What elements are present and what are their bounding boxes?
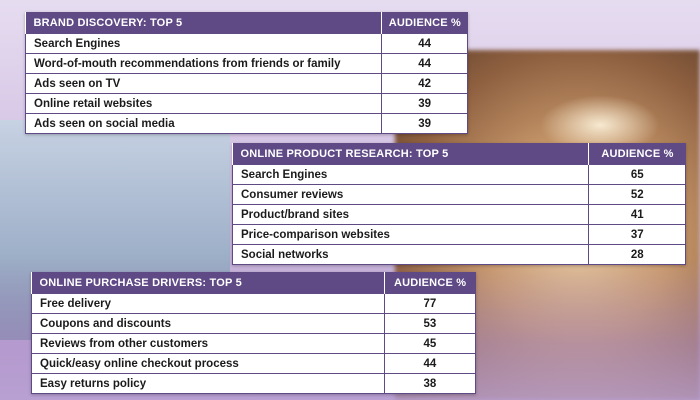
row-value: 39 [381,93,468,114]
row-value: 44 [384,353,477,374]
table-row: Search Engines 44 [24,34,468,54]
table-row: Ads seen on TV 42 [24,73,468,94]
row-label: Reviews from other customers [31,333,385,354]
table-row: Social networks 28 [231,244,686,265]
row-value: 52 [588,184,686,205]
column-header-audience: AUDIENCE % [588,143,686,165]
row-label: Coupons and discounts [31,313,385,334]
row-value: 39 [381,113,468,134]
row-value: 38 [384,373,477,394]
column-header-audience: AUDIENCE % [381,12,468,34]
online-product-research-table: ONLINE PRODUCT RESEARCH: TOP 5 AUDIENCE … [231,143,686,265]
row-label: Product/brand sites [231,204,590,225]
row-label: Search Engines [24,34,383,54]
row-value: 41 [588,204,686,225]
table-row: Ads seen on social media 39 [24,113,468,134]
row-value: 44 [381,53,468,74]
row-label: Word-of-mouth recommendations from frien… [24,53,383,74]
online-purchase-drivers-table: ONLINE PURCHASE DRIVERS: TOP 5 AUDIENCE … [31,272,477,394]
row-value: 28 [588,244,686,265]
row-label: Search Engines [231,165,590,185]
table-row: Quick/easy online checkout process 44 [31,353,477,374]
row-value: 42 [381,73,468,94]
row-label: Easy returns policy [31,373,385,394]
table-row: Search Engines 65 [231,165,686,185]
table-row: Product/brand sites 41 [231,204,686,225]
row-value: 37 [588,224,686,245]
table-row: Easy returns policy 38 [31,373,477,394]
row-label: Ads seen on TV [24,73,383,94]
table-title: BRAND DISCOVERY: TOP 5 [33,17,183,29]
brand-discovery-table: BRAND DISCOVERY: TOP 5 AUDIENCE % Search… [24,12,468,134]
row-label: Ads seen on social media [24,113,383,134]
table-title: ONLINE PURCHASE DRIVERS: TOP 5 [39,277,242,289]
row-value: 44 [381,34,468,54]
table-row: Free delivery 77 [31,294,477,314]
table-row: Word-of-mouth recommendations from frien… [24,53,468,74]
table-row: Consumer reviews 52 [231,184,686,205]
row-label: Free delivery [31,294,385,314]
column-header-audience: AUDIENCE % [383,272,476,294]
row-label: Online retail websites [24,93,383,114]
table-title: ONLINE PRODUCT RESEARCH: TOP 5 [240,148,449,160]
row-value: 53 [384,313,477,334]
table-row: Coupons and discounts 53 [31,313,477,334]
row-value: 77 [384,294,477,314]
row-label: Social networks [231,244,590,265]
table-row: Online retail websites 39 [24,93,468,114]
row-value: 45 [384,333,477,354]
row-label: Consumer reviews [231,184,590,205]
row-label: Price-comparison websites [231,224,590,245]
table-row: Reviews from other customers 45 [31,333,477,354]
row-value: 65 [588,165,686,185]
row-label: Quick/easy online checkout process [31,353,385,374]
table-row: Price-comparison websites 37 [231,224,686,245]
